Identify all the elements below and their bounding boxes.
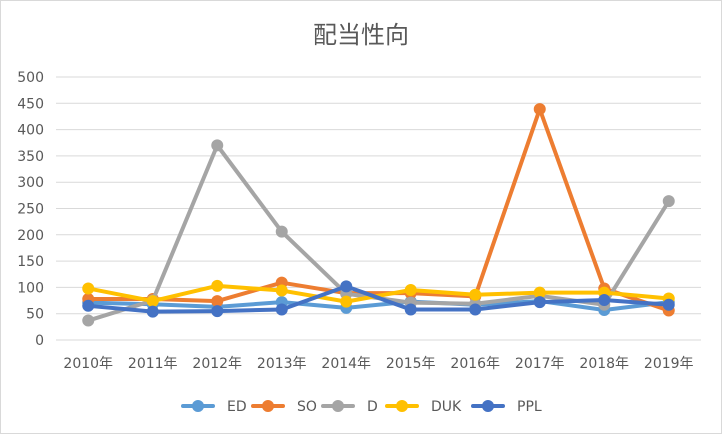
data-series bbox=[82, 103, 675, 327]
data-point bbox=[275, 225, 288, 238]
x-axis-ticks: 2010年 2011年 2012年 2013年 2014年 2015年 2016年 2017年… bbox=[63, 356, 693, 372]
legend-marker bbox=[482, 400, 494, 412]
data-point bbox=[211, 295, 224, 308]
x-tick-label: 2010年 bbox=[63, 356, 113, 372]
chart-title: 配当性向 bbox=[313, 21, 409, 49]
y-tick-label: 400 bbox=[17, 123, 44, 139]
data-point bbox=[82, 314, 95, 327]
series-line-ed bbox=[86, 299, 671, 313]
data-point bbox=[533, 296, 546, 309]
legend-label: D bbox=[367, 399, 378, 415]
y-tick-label: 350 bbox=[17, 149, 44, 165]
data-point bbox=[662, 195, 675, 208]
legend-marker bbox=[192, 400, 204, 412]
y-tick-label: 200 bbox=[17, 228, 44, 244]
y-tick-label: 50 bbox=[26, 307, 44, 323]
y-tick-label: 300 bbox=[17, 175, 44, 191]
data-point bbox=[82, 299, 95, 312]
data-point bbox=[598, 294, 611, 307]
data-point bbox=[662, 298, 675, 311]
data-point bbox=[469, 303, 482, 316]
legend-item-duk: DUK bbox=[385, 399, 462, 415]
data-point bbox=[404, 284, 417, 297]
series-ppl bbox=[82, 280, 675, 318]
x-tick-label: 2012年 bbox=[192, 356, 242, 372]
series-so bbox=[82, 103, 675, 317]
y-tick-label: 450 bbox=[17, 96, 44, 112]
legend-item-so: SO bbox=[251, 399, 317, 415]
series-line-ppl bbox=[86, 284, 671, 314]
data-point bbox=[82, 282, 95, 295]
legend-label: PPL bbox=[517, 399, 542, 415]
data-point bbox=[533, 103, 546, 116]
series-line-so bbox=[86, 107, 671, 313]
legend-marker bbox=[332, 400, 344, 412]
x-tick-label: 2014年 bbox=[321, 356, 371, 372]
data-point bbox=[340, 280, 353, 293]
y-axis-ticks: 0 50 100 150 200 250 300 350 400 450 500 bbox=[17, 70, 44, 349]
legend-item-ppl: PPL bbox=[471, 399, 542, 415]
data-point bbox=[146, 305, 159, 318]
x-tick-label: 2015年 bbox=[386, 356, 436, 372]
y-tick-label: 100 bbox=[17, 280, 44, 296]
legend-marker bbox=[396, 400, 408, 412]
legend: ED SO D DUK PPL bbox=[181, 399, 542, 415]
legend-item-d: D bbox=[321, 399, 378, 415]
data-point bbox=[146, 295, 159, 308]
data-point bbox=[211, 139, 224, 152]
data-point bbox=[275, 303, 288, 316]
data-point bbox=[275, 284, 288, 297]
y-tick-label: 150 bbox=[17, 254, 44, 270]
y-tick-label: 0 bbox=[35, 333, 44, 349]
legend-marker bbox=[262, 400, 274, 412]
x-tick-label: 2019年 bbox=[644, 356, 694, 372]
y-tick-label: 250 bbox=[17, 202, 44, 218]
x-tick-label: 2017年 bbox=[515, 356, 565, 372]
legend-label: DUK bbox=[431, 399, 462, 415]
data-point bbox=[469, 288, 482, 301]
legend-label: ED bbox=[227, 399, 247, 415]
x-tick-label: 2018年 bbox=[579, 356, 629, 372]
data-point bbox=[211, 305, 224, 318]
legend-item-ed: ED bbox=[181, 399, 247, 415]
x-tick-label: 2016年 bbox=[450, 356, 500, 372]
gridlines bbox=[56, 76, 701, 341]
legend-label: SO bbox=[297, 399, 317, 415]
data-point bbox=[211, 279, 224, 292]
x-tick-label: 2011年 bbox=[128, 356, 178, 372]
data-point bbox=[340, 295, 353, 308]
y-tick-label: 500 bbox=[17, 70, 44, 86]
x-tick-label: 2013年 bbox=[257, 356, 307, 372]
data-point bbox=[404, 303, 417, 316]
